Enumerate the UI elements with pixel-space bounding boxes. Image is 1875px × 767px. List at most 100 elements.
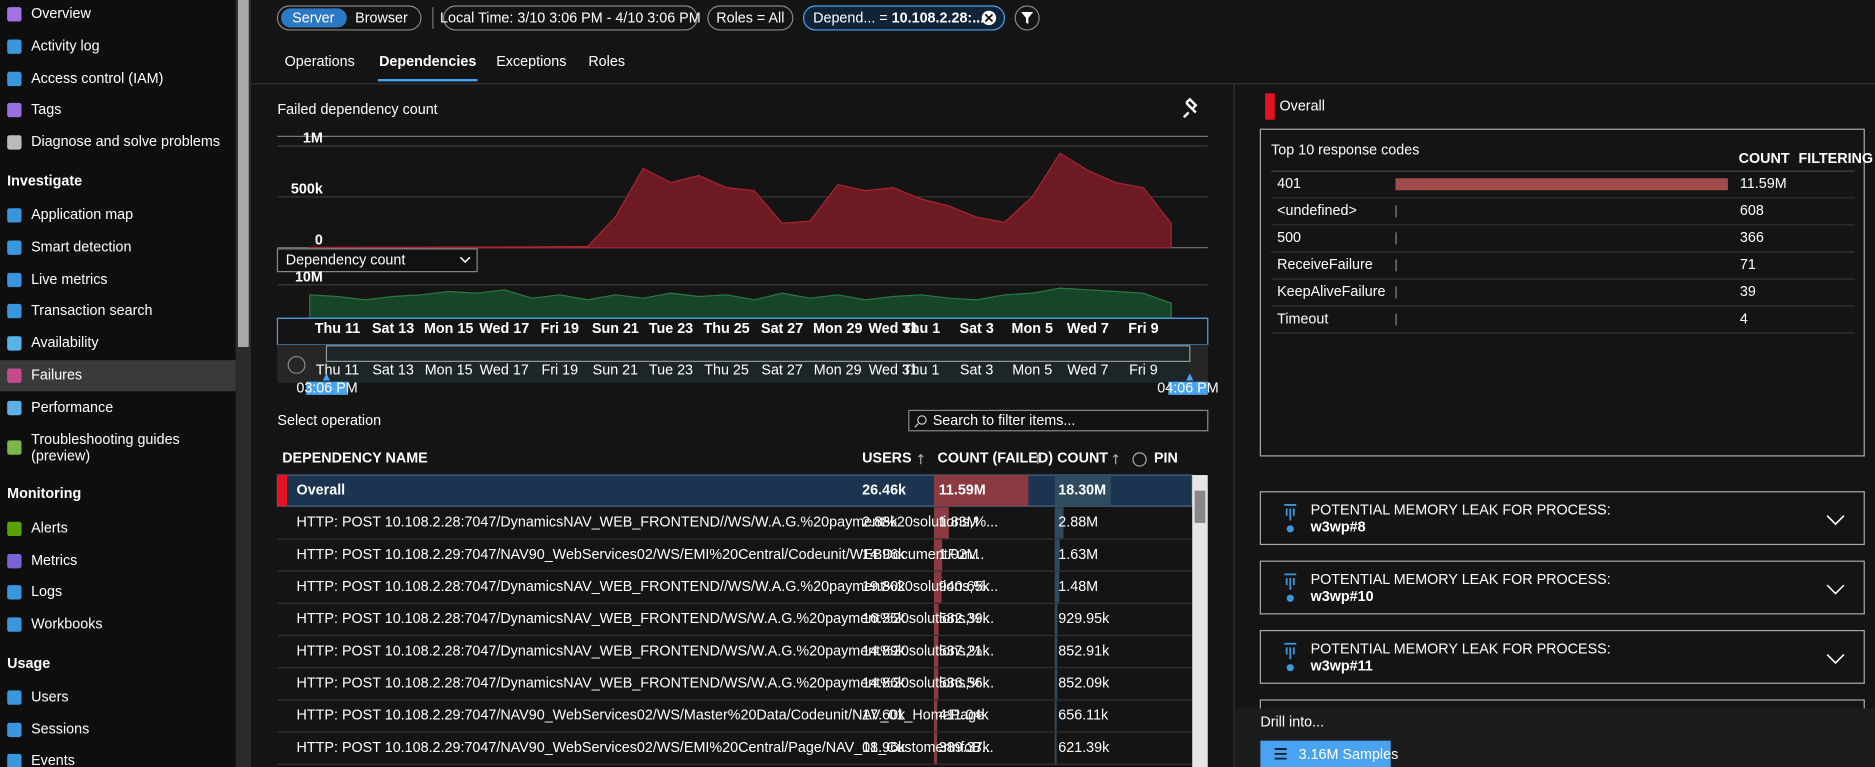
roles-pill[interactable] [707,5,794,31]
nav-item[interactable]: Users [31,689,68,705]
nav-item[interactable]: Metrics [31,553,77,569]
column-header[interactable]: PIN [1154,451,1178,467]
dependency-name[interactable]: HTTP: POST 10.108.2.28:7047/DynamicsNAV_… [297,515,999,531]
failed-bar [933,732,938,764]
code-count[interactable]: 11.59M [1740,176,1787,192]
pin-icon[interactable] [1182,97,1198,119]
nav-item[interactable]: Failures [31,368,82,384]
response-code[interactable]: 401 [1277,176,1301,192]
response-code[interactable]: Timeout [1277,311,1328,327]
code-count[interactable]: 4 [1740,311,1748,327]
nav-icon [7,521,22,537]
count-bar [1054,507,1064,539]
dependency-name[interactable]: HTTP: POST 10.108.2.29:7047/NAV90_WebSer… [297,740,994,756]
toggle-option[interactable]: Server [292,10,334,26]
insight-card[interactable] [1259,491,1865,546]
nav-item[interactable]: Application map [31,207,133,223]
table-scroll-thumb[interactable] [1194,490,1206,523]
insight-process: w3wp#11 [1310,658,1373,674]
brush-start-box [306,381,348,395]
users: 2.88k [862,515,898,531]
nav-item[interactable]: Availability [31,335,99,351]
metric-dropdown[interactable] [276,248,478,273]
dependency-filter[interactable]: Depend... = 10.108.2.28:... [813,10,984,26]
nav-icon [7,368,22,383]
tab[interactable]: Operations [285,54,355,70]
tab[interactable]: Dependencies [379,54,476,70]
nav-item[interactable]: Overview [31,6,91,22]
nav-item[interactable]: Access control (IAM) [31,71,163,87]
dependency-name[interactable]: Overall [297,482,346,498]
nav-item[interactable]: Performance [31,400,113,416]
code-count[interactable]: 366 [1740,230,1764,246]
dependency-name[interactable]: HTTP: POST 10.108.2.28:7047/DynamicsNAV_… [297,611,995,627]
toggle-option[interactable]: Browser [355,10,408,26]
nav-item[interactable]: Live metrics [31,272,108,288]
count-bar [1054,539,1060,571]
dependency-name[interactable]: HTTP: POST 10.108.2.29:7047/NAV90_WebSer… [297,708,985,724]
nav-item[interactable]: Sessions [31,722,89,738]
dependency-name[interactable]: HTTP: POST 10.108.2.28:7047/DynamicsNAV_… [297,579,999,595]
codes-panel [1259,128,1865,457]
remove-x [984,13,994,23]
column-header[interactable]: USERS [862,451,911,467]
insight-card[interactable] [1259,629,1865,684]
time-pill[interactable] [443,5,698,31]
expand-chevron[interactable] [1826,653,1845,664]
nav-item[interactable]: Activity log [31,38,100,54]
column-header[interactable]: COUNT (FAILED) [938,451,1054,467]
dependency-name[interactable]: HTTP: POST 10.108.2.29:7047/NAV90_WebSer… [297,547,985,563]
nav-item[interactable]: Smart detection [31,239,131,255]
nav-item[interactable]: Transaction search [31,303,152,319]
dropdown-label[interactable]: Dependency count [286,253,406,269]
tab[interactable]: Roles [588,54,625,70]
dependency-name[interactable]: HTTP: POST 10.108.2.28:7047/DynamicsNAV_… [297,676,995,692]
code-count[interactable]: 608 [1740,203,1764,219]
time-range[interactable]: Local Time: 3/10 3:06 PM - 4/10 3:06 PM [440,10,701,26]
failed-count: 11.59M [939,482,986,498]
roles-filter[interactable]: Roles = All [716,10,784,26]
response-code[interactable]: KeepAliveFailure [1277,284,1385,300]
brush-handle[interactable] [277,344,327,383]
panel-title: Top 10 response codes [1271,143,1419,159]
samples-label[interactable]: 3.16M Samples [1299,747,1399,763]
column-header[interactable]: COUNT [1057,451,1108,467]
nav-item[interactable]: Alerts [31,521,68,537]
nav-item[interactable]: Logs [31,584,62,600]
nav-icon [7,135,22,150]
brush-handle[interactable] [1189,344,1208,383]
nav-icon [7,440,22,455]
x-tick-label: Fri 9 [1128,321,1158,337]
expand-chevron[interactable] [1826,515,1845,526]
add-filter[interactable] [1014,5,1040,31]
insight-card[interactable] [1259,560,1865,615]
reset-zoom[interactable] [287,355,306,374]
nav-label[interactable]: Troubleshooting guides (preview) [31,430,180,465]
nav-icon [7,400,22,416]
section-heading: Investigate [7,174,82,190]
nav-item[interactable]: Troubleshooting guides (preview) [31,431,210,467]
brush-tick-label: Thu 11 [316,363,360,379]
response-code[interactable]: ReceiveFailure [1277,257,1373,273]
code-count[interactable]: 71 [1740,257,1756,273]
response-code[interactable]: 500 [1277,230,1301,246]
code-count[interactable]: 39 [1740,284,1756,300]
nav-item[interactable]: Diagnose and solve problems [31,134,220,150]
dependency-pill[interactable] [802,5,1006,31]
search-placeholder[interactable]: Search to filter items... [933,413,1076,429]
nav-item[interactable]: Tags [31,102,61,118]
tab[interactable]: Exceptions [496,54,566,70]
search-box[interactable] [908,409,1209,432]
nav-icon [7,272,22,288]
column-header[interactable]: DEPENDENCY NAME [282,451,428,467]
failed-bar [933,539,943,571]
x-tick-label: Sat 3 [960,321,994,337]
nav-item[interactable]: Events [31,753,75,767]
x-tick-label: Mon 5 [1012,321,1053,337]
expand-chevron[interactable] [1826,584,1845,595]
scrollbar-thumb[interactable] [237,0,249,348]
response-code[interactable]: <undefined> [1277,203,1357,219]
nav-item[interactable]: Workbooks [31,616,102,632]
brush[interactable] [277,344,1208,383]
dependency-name[interactable]: HTTP: POST 10.108.2.28:7047/DynamicsNAV_… [297,643,995,659]
